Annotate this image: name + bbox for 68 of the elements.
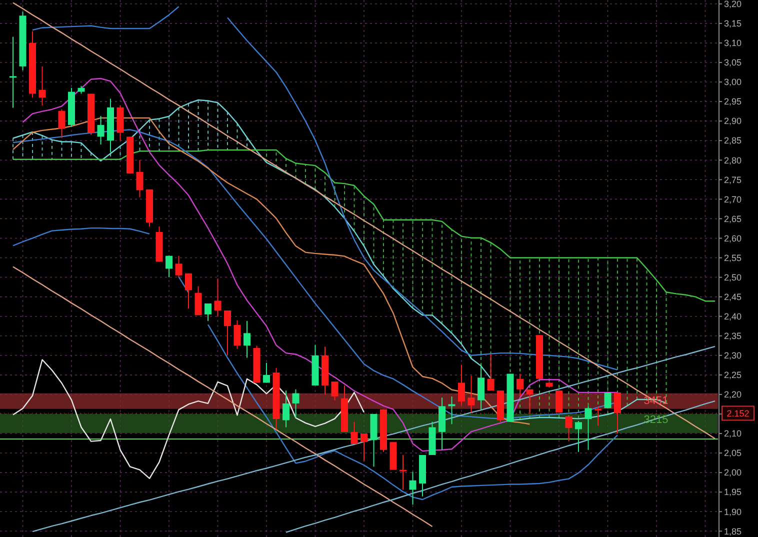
y-tick-label: 2,55 xyxy=(724,252,742,263)
y-tick-label: 2,20 xyxy=(724,390,742,400)
candlestick xyxy=(9,36,17,108)
line-series xyxy=(32,346,716,532)
y-tick-label: 2,75 xyxy=(724,174,742,185)
candlestick xyxy=(350,421,358,445)
candlestick xyxy=(516,373,524,397)
candlestick xyxy=(458,364,466,406)
y-tick-label: 2,90 xyxy=(724,116,742,126)
y-tick-label: 1,85 xyxy=(724,526,742,536)
y-tick-label: 2,10 xyxy=(724,428,742,439)
candlestick xyxy=(584,406,592,450)
candlestick xyxy=(136,160,144,198)
y-tick-label: 2,70 xyxy=(724,194,742,204)
y-tick-label: 1,90 xyxy=(724,506,742,517)
candlestick xyxy=(614,392,622,434)
y-tick-label: 2,40 xyxy=(724,311,742,322)
y-tick-label: 2,25 xyxy=(724,370,742,380)
candlestick xyxy=(468,375,475,413)
candlestick xyxy=(360,433,368,462)
y-tick-label: 3,00 xyxy=(724,77,742,88)
candlestick xyxy=(243,320,251,358)
candlestick xyxy=(487,353,494,392)
candlestick xyxy=(282,390,290,428)
candlestick xyxy=(448,396,456,425)
y-tick-label: 2,60 xyxy=(724,233,742,244)
candlestick xyxy=(165,255,173,278)
candlestick xyxy=(38,66,46,106)
y-tick-label: 2,30 xyxy=(724,350,742,361)
candlestick xyxy=(409,471,416,506)
candlestick xyxy=(292,388,300,418)
y-tick-label: 2,00 xyxy=(724,468,742,478)
candlestick xyxy=(204,302,212,322)
candlestick xyxy=(331,381,338,401)
candlestick xyxy=(184,272,192,310)
candlestick xyxy=(97,115,104,145)
candlestick xyxy=(565,416,572,442)
y-tick-label: 3,15 xyxy=(724,18,742,29)
candlestick xyxy=(526,388,534,414)
candlestick xyxy=(262,362,270,384)
candlestick xyxy=(58,108,66,138)
y-tick-label: 2,80 xyxy=(724,155,742,166)
candlestick xyxy=(234,320,241,350)
candlestick xyxy=(224,310,232,356)
line-series xyxy=(12,266,433,528)
y-tick-label: 3,05 xyxy=(724,58,742,68)
candlestick xyxy=(214,278,222,317)
candlestick xyxy=(574,420,582,452)
y-tick-label: 2,95 xyxy=(724,96,742,107)
y-tick-label: 2,50 xyxy=(724,272,742,282)
candlestick xyxy=(594,406,602,426)
y-tick-label: 2,05 xyxy=(724,448,742,458)
y-tick-label: 3,20 xyxy=(724,0,742,10)
candlestick xyxy=(399,454,407,490)
y-tick-label: 3,10 xyxy=(724,38,742,48)
candlestick xyxy=(604,392,612,409)
candlestick xyxy=(555,390,563,413)
y-tick-label: 2,45 xyxy=(724,292,742,302)
line-series xyxy=(12,359,365,480)
candlestick xyxy=(175,255,182,278)
candlestick xyxy=(194,286,202,316)
y-tick-label: 2,35 xyxy=(724,331,742,342)
y-tick-label: 2,85 xyxy=(724,136,742,146)
y-tick-label: 1,95 xyxy=(724,487,742,498)
line-series xyxy=(12,2,716,440)
y-tick-label: 2,65 xyxy=(724,214,742,224)
candlestick xyxy=(126,136,134,174)
ref-line-label: 2.152 xyxy=(726,408,750,418)
